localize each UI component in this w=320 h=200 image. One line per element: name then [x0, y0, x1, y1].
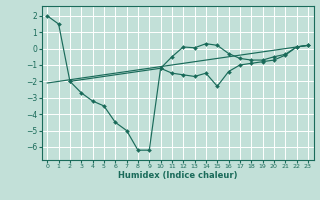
X-axis label: Humidex (Indice chaleur): Humidex (Indice chaleur) — [118, 171, 237, 180]
